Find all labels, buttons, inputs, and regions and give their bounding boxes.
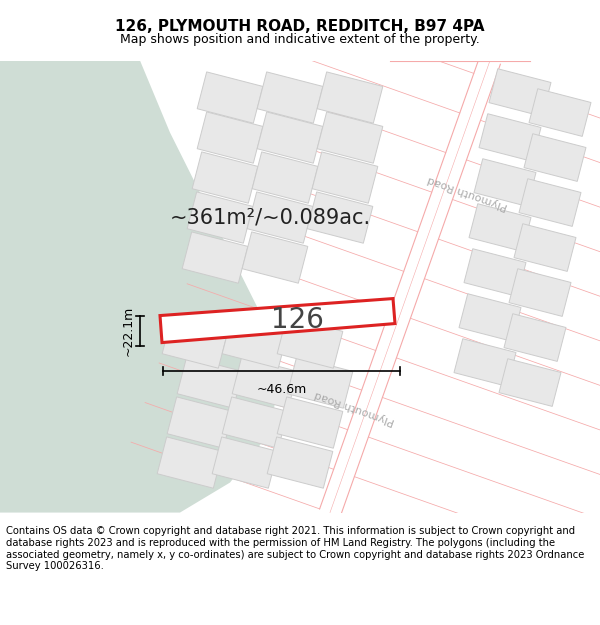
Text: Map shows position and indicative extent of the property.: Map shows position and indicative extent… <box>120 34 480 46</box>
Polygon shape <box>479 114 541 161</box>
Polygon shape <box>454 339 516 386</box>
Polygon shape <box>489 69 551 116</box>
Polygon shape <box>277 397 343 448</box>
Polygon shape <box>317 112 383 163</box>
Polygon shape <box>464 249 526 296</box>
Text: Plymouth Road: Plymouth Road <box>427 174 509 211</box>
Polygon shape <box>242 232 308 283</box>
Polygon shape <box>519 179 581 226</box>
Polygon shape <box>222 397 288 448</box>
Polygon shape <box>499 359 561 406</box>
Text: ~361m²/~0.089ac.: ~361m²/~0.089ac. <box>169 208 371 227</box>
Polygon shape <box>187 192 253 243</box>
Polygon shape <box>257 72 323 123</box>
Polygon shape <box>524 134 586 181</box>
Polygon shape <box>177 357 243 408</box>
Polygon shape <box>307 192 373 243</box>
Polygon shape <box>474 159 536 206</box>
Polygon shape <box>222 317 288 368</box>
Polygon shape <box>317 72 383 123</box>
Polygon shape <box>0 61 280 512</box>
Polygon shape <box>509 269 571 316</box>
Polygon shape <box>160 299 395 343</box>
Text: ~46.6m: ~46.6m <box>256 382 307 396</box>
Polygon shape <box>514 224 576 271</box>
Polygon shape <box>212 437 278 488</box>
Polygon shape <box>232 357 298 408</box>
Polygon shape <box>252 152 318 203</box>
Polygon shape <box>167 397 233 448</box>
Polygon shape <box>257 112 323 163</box>
Polygon shape <box>157 437 223 488</box>
Polygon shape <box>312 152 378 203</box>
Polygon shape <box>192 152 258 203</box>
Polygon shape <box>182 232 248 283</box>
Polygon shape <box>529 89 591 136</box>
Polygon shape <box>162 317 228 368</box>
Text: Plymouth Road: Plymouth Road <box>314 389 397 426</box>
Polygon shape <box>247 192 313 243</box>
Text: 126: 126 <box>271 306 324 334</box>
Text: 126, PLYMOUTH ROAD, REDDITCH, B97 4PA: 126, PLYMOUTH ROAD, REDDITCH, B97 4PA <box>115 19 485 34</box>
Polygon shape <box>197 112 263 163</box>
Polygon shape <box>277 317 343 368</box>
Polygon shape <box>504 314 566 361</box>
Polygon shape <box>469 204 531 251</box>
Polygon shape <box>267 437 333 488</box>
Polygon shape <box>459 294 521 341</box>
Polygon shape <box>197 72 263 123</box>
Polygon shape <box>287 357 353 408</box>
Text: Contains OS data © Crown copyright and database right 2021. This information is : Contains OS data © Crown copyright and d… <box>6 526 584 571</box>
Text: ~22.1m: ~22.1m <box>122 306 135 356</box>
